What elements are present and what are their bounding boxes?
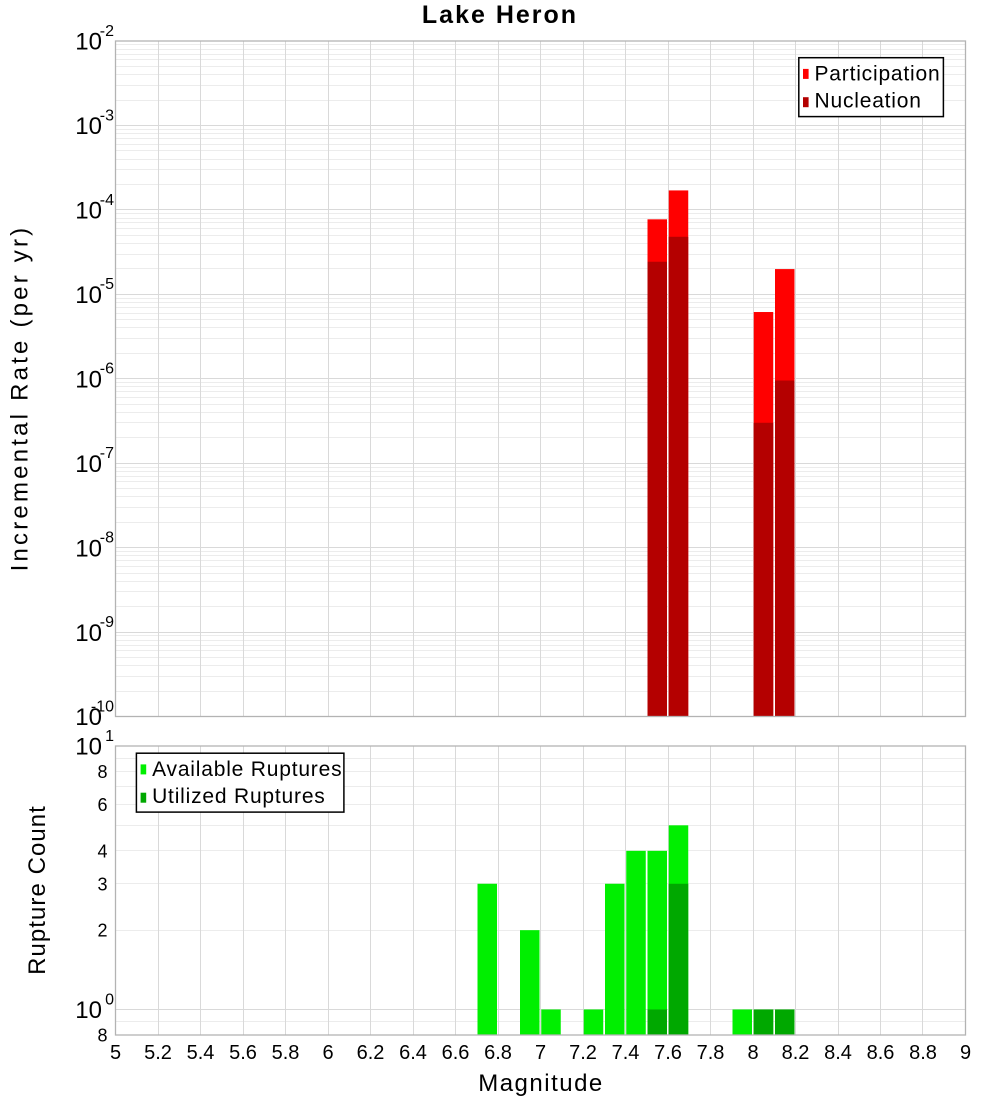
svg-text:10: 10 — [75, 282, 102, 309]
svg-text:10: 10 — [75, 997, 102, 1024]
svg-text:-5: -5 — [100, 276, 114, 293]
svg-text:5.8: 5.8 — [272, 1042, 300, 1064]
svg-text:4: 4 — [97, 841, 107, 861]
svg-text:2: 2 — [97, 921, 107, 941]
svg-text:7.2: 7.2 — [569, 1042, 597, 1064]
svg-text:3: 3 — [97, 874, 107, 894]
svg-text:8: 8 — [97, 762, 107, 782]
svg-text:10: 10 — [75, 366, 102, 393]
svg-text:1: 1 — [105, 728, 114, 745]
svg-text:7: 7 — [535, 1042, 546, 1064]
svg-text:0: 0 — [105, 991, 114, 1008]
svg-text:10: 10 — [75, 451, 102, 478]
svg-text:Lake Heron: Lake Heron — [422, 1, 578, 29]
svg-text:-3: -3 — [100, 107, 114, 124]
svg-text:5.6: 5.6 — [229, 1042, 257, 1064]
svg-text:8.4: 8.4 — [824, 1042, 852, 1064]
svg-text:-10: -10 — [91, 698, 114, 715]
svg-text:8: 8 — [747, 1042, 758, 1064]
svg-text:8.2: 8.2 — [782, 1042, 810, 1064]
svg-text:7.6: 7.6 — [654, 1042, 682, 1064]
svg-text:6.8: 6.8 — [484, 1042, 512, 1064]
svg-text:-4: -4 — [100, 192, 114, 209]
svg-text:5.2: 5.2 — [144, 1042, 172, 1064]
svg-text:6.4: 6.4 — [399, 1042, 427, 1064]
svg-text:10: 10 — [75, 29, 102, 56]
svg-text:-6: -6 — [100, 361, 114, 378]
svg-text:8.6: 8.6 — [867, 1042, 895, 1064]
svg-text:5.4: 5.4 — [187, 1042, 215, 1064]
svg-text:8.8: 8.8 — [909, 1042, 937, 1064]
svg-text:Utilized Ruptures: Utilized Ruptures — [152, 785, 326, 808]
svg-text:-7: -7 — [100, 445, 114, 462]
svg-text:6: 6 — [97, 795, 107, 815]
svg-text:Magnitude: Magnitude — [478, 1070, 604, 1097]
svg-text:9: 9 — [960, 1042, 971, 1064]
svg-text:10: 10 — [75, 704, 102, 731]
svg-text:7.4: 7.4 — [612, 1042, 640, 1064]
svg-text:10: 10 — [75, 113, 102, 140]
svg-text:10: 10 — [75, 734, 102, 761]
svg-text:-8: -8 — [100, 530, 114, 547]
svg-text:5: 5 — [110, 1042, 121, 1064]
svg-text:6.6: 6.6 — [442, 1042, 470, 1064]
svg-text:Incremental Rate (per yr): Incremental Rate (per yr) — [7, 225, 34, 572]
svg-text:8: 8 — [97, 1026, 107, 1046]
svg-text:10: 10 — [75, 620, 102, 647]
svg-text:Participation: Participation — [815, 62, 941, 85]
svg-text:-2: -2 — [100, 23, 114, 40]
svg-text:-9: -9 — [100, 614, 114, 631]
svg-text:10: 10 — [75, 535, 102, 562]
svg-text:6.2: 6.2 — [357, 1042, 385, 1064]
svg-text:10: 10 — [75, 198, 102, 225]
svg-text:6: 6 — [322, 1042, 333, 1064]
svg-text:Nucleation: Nucleation — [815, 89, 922, 112]
svg-text:7.8: 7.8 — [697, 1042, 725, 1064]
svg-text:Available Ruptures: Available Ruptures — [152, 758, 342, 781]
svg-text:Rupture Count: Rupture Count — [24, 805, 51, 975]
